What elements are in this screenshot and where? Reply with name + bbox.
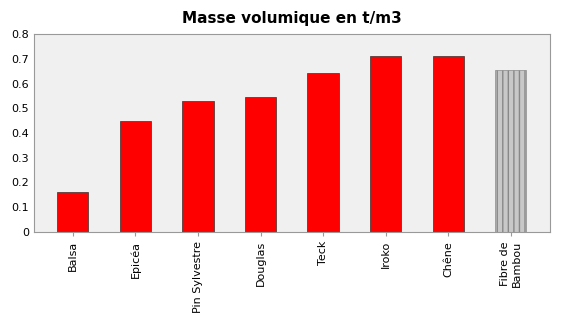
Title: Masse volumique en t/m3: Masse volumique en t/m3 [182, 11, 402, 26]
Bar [495, 70, 526, 232]
Bar [370, 56, 401, 232]
Bar [307, 73, 339, 232]
Bar [433, 56, 464, 232]
Bar [245, 97, 276, 232]
Bar [182, 101, 214, 232]
Bar [57, 192, 89, 232]
Bar [119, 121, 151, 232]
